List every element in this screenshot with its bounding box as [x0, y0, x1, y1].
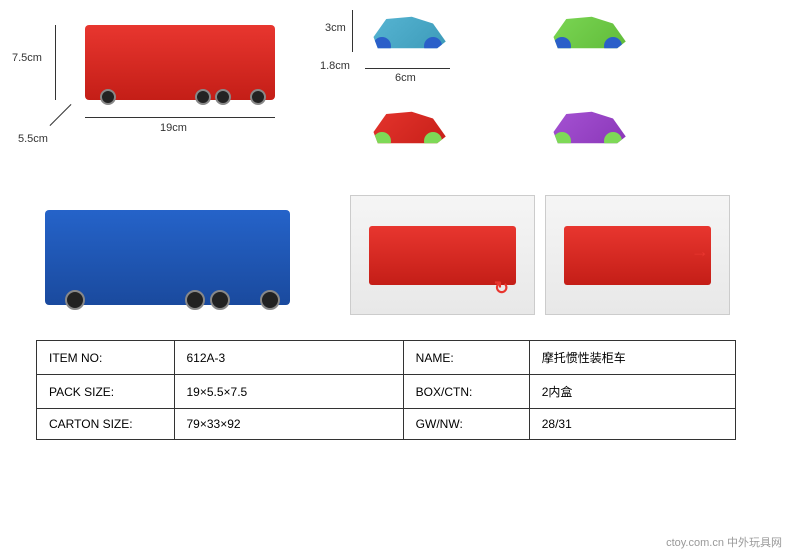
- spec-label: GW/NW:: [403, 409, 529, 440]
- motorcycle-purple: [545, 105, 630, 150]
- table-row: ITEM NO: 612A-3 NAME: 摩托惯性装柜车: [37, 341, 736, 375]
- motorcycle-red: [365, 105, 450, 150]
- spec-value: 28/31: [529, 409, 735, 440]
- arrow-icon: ↻: [494, 278, 509, 299]
- dim-line-moto-height: [352, 10, 353, 52]
- dim-line-length: [85, 117, 275, 118]
- detail-photos-area: ↻ →: [350, 195, 730, 315]
- dim-line-moto-length: [365, 68, 450, 69]
- spec-value: 79×33×92: [174, 409, 403, 440]
- dim-line-height: [55, 25, 56, 100]
- spec-label: NAME:: [403, 341, 529, 375]
- dim-truck-depth: 5.5cm: [18, 133, 48, 145]
- dim-truck-height: 7.5cm: [12, 52, 42, 64]
- truck-blue-image: [45, 210, 290, 305]
- product-spec-sheet: 7.5cm 5.5cm 19cm: [0, 0, 800, 556]
- spec-label: BOX/CTN:: [403, 375, 529, 409]
- spec-label: ITEM NO:: [37, 341, 175, 375]
- arrow-icon: →: [691, 241, 709, 262]
- dim-moto-depth: 1.8cm: [320, 60, 350, 72]
- spec-value: 612A-3: [174, 341, 403, 375]
- detail-photo-1: ↻: [350, 195, 535, 315]
- spec-label: CARTON SIZE:: [37, 409, 175, 440]
- detail-photo-2: →: [545, 195, 730, 315]
- dim-moto-height: 3cm: [325, 22, 346, 34]
- dim-truck-length: 19cm: [160, 122, 187, 134]
- spec-value: 摩托惯性装柜车: [529, 341, 735, 375]
- spec-value: 19×5.5×7.5: [174, 375, 403, 409]
- watermark: ctoy.com.cn 中外玩具网: [666, 534, 782, 550]
- table-row: CARTON SIZE: 79×33×92 GW/NW: 28/31: [37, 409, 736, 440]
- spec-table: ITEM NO: 612A-3 NAME: 摩托惯性装柜车 PACK SIZE:…: [36, 340, 736, 440]
- spec-label: PACK SIZE:: [37, 375, 175, 409]
- dim-line-depth: [50, 104, 72, 126]
- table-row: PACK SIZE: 19×5.5×7.5 BOX/CTN: 2内盒: [37, 375, 736, 409]
- motorcycle-cyan: [365, 10, 450, 55]
- truck-red-image: [85, 25, 275, 100]
- dim-moto-length: 6cm: [395, 72, 416, 84]
- spec-value: 2内盒: [529, 375, 735, 409]
- motorcycle-green: [545, 10, 630, 55]
